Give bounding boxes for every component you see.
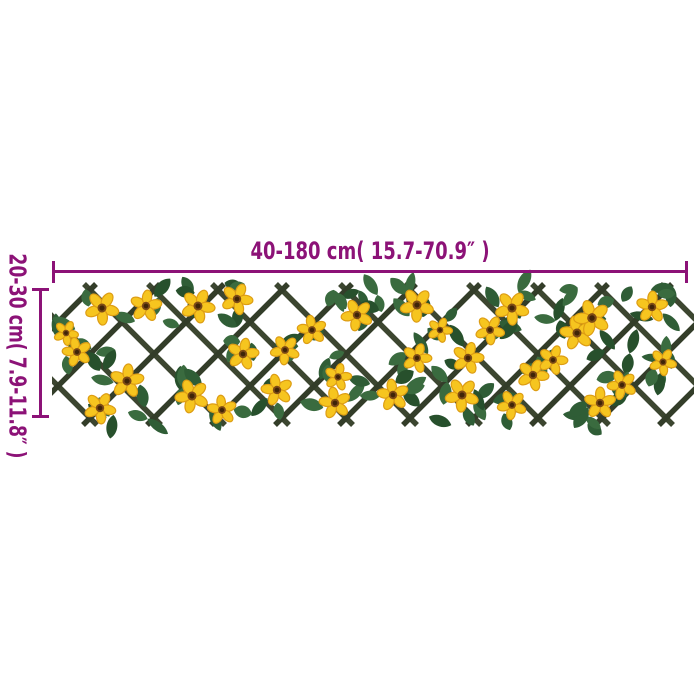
flowers: [53, 283, 677, 425]
flower: [296, 314, 327, 345]
flower: [636, 290, 669, 322]
flower: [260, 373, 292, 406]
height-dimension-line: [32, 288, 49, 418]
flower: [110, 363, 145, 397]
height-dimension-top-cap: [32, 288, 49, 291]
flower: [518, 359, 550, 392]
flower: [399, 289, 434, 323]
flower: [181, 289, 216, 324]
width-dimension-line: [52, 260, 688, 283]
flower: [453, 341, 485, 374]
flower: [475, 316, 506, 346]
flower: [428, 317, 454, 343]
flower: [130, 289, 163, 321]
flower: [61, 336, 91, 367]
height-dimension-label-text: 20-30 cm( 7.9-11.8″ ): [3, 253, 30, 459]
flower: [403, 343, 433, 373]
flower: [228, 337, 260, 370]
flower: [539, 345, 569, 375]
flower: [606, 370, 636, 401]
height-dimension-bottom-cap: [32, 415, 49, 418]
flower: [206, 394, 237, 424]
flower: [340, 299, 373, 332]
flower: [174, 379, 208, 414]
flower: [444, 379, 479, 413]
width-dimension-left-cap: [52, 260, 55, 283]
flower: [573, 300, 609, 337]
flower: [318, 386, 351, 419]
height-dimension-label: 20-30 cm( 7.9-11.8″ ): [0, 253, 32, 459]
flower: [85, 292, 120, 326]
width-dimension-right-cap: [685, 260, 688, 283]
flower: [53, 321, 79, 347]
flower: [325, 363, 353, 391]
flower: [649, 349, 677, 377]
flower: [376, 378, 409, 411]
flower: [222, 283, 254, 316]
flower: [495, 292, 530, 326]
width-dimension-label: 40-180 cm( 15.7-70.9″ ): [250, 237, 490, 265]
flower: [584, 386, 616, 418]
flower: [269, 336, 300, 366]
flower: [84, 393, 117, 425]
flower: [496, 391, 527, 421]
